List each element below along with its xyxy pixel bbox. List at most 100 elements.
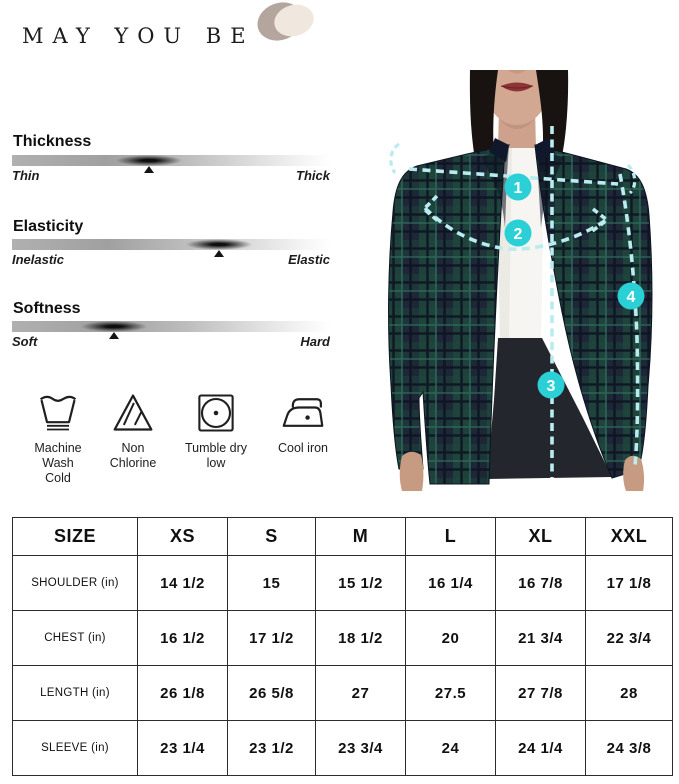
col-header-xs: XS	[137, 517, 228, 556]
size-cell: 15	[227, 555, 316, 611]
thickness-left-label: Thin	[12, 168, 40, 183]
care-item-non-chlorine: Non Chlorine	[98, 391, 168, 471]
sleeve-measure-line	[618, 173, 640, 467]
model-illustration	[388, 70, 653, 491]
table-row-sleeve: SLEEVE (in) 23 1/4 23 1/2 23 3/4 24 24 1…	[12, 720, 673, 776]
thickness-right-label: Thick	[296, 168, 330, 183]
softness-marker-icon	[108, 332, 119, 339]
size-cell: 18 1/2	[315, 610, 406, 666]
chest-chevron-left	[421, 194, 440, 223]
care-item-tumble-dry: Tumble dry low	[176, 391, 256, 471]
size-cell: 16 1/4	[405, 555, 496, 611]
softness-marker-blot	[67, 319, 160, 334]
table-row-length: LENGTH (in) 26 1/8 26 5/8 27 27.5 27 7/8…	[12, 665, 673, 721]
thickness-bar	[12, 153, 330, 177]
shoulder-arc-right	[626, 163, 637, 195]
gradient-strip	[12, 321, 330, 332]
elasticity-right-label: Elastic	[288, 252, 330, 267]
size-cell: 16 7/8	[495, 555, 586, 611]
model-pants	[487, 338, 612, 479]
model-photo: 1 2 3 4	[388, 70, 653, 491]
thickness-marker-blot	[102, 153, 195, 168]
collar	[489, 138, 555, 162]
care-item-cool-iron: Cool iron	[262, 391, 344, 456]
machine-wash-icon	[39, 395, 77, 431]
model-hand-right	[623, 455, 645, 491]
chest-chevron-right	[589, 207, 610, 234]
size-cell: 23 1/4	[137, 720, 228, 776]
care-item-machine-wash: Machine Wash Cold	[22, 391, 94, 485]
size-cell: 23 3/4	[315, 720, 406, 776]
row-label: CHEST (in)	[12, 610, 138, 666]
size-cell: 26 5/8	[227, 665, 316, 721]
softness-labels: Soft Hard	[12, 334, 330, 349]
size-cell: 14 1/2	[137, 555, 228, 611]
callout-3: 3	[537, 371, 565, 399]
svg-text:2: 2	[514, 226, 523, 243]
size-cell: 24 3/8	[585, 720, 673, 776]
care-label: Machine Wash Cold	[34, 441, 82, 485]
row-label: SLEEVE (in)	[12, 720, 138, 776]
size-cell: 27 7/8	[495, 665, 586, 721]
care-label: Tumble dry low	[184, 441, 248, 470]
callout-2: 2	[504, 219, 532, 247]
tumble-dry-icon	[198, 394, 234, 432]
row-label: LENGTH (in)	[12, 665, 138, 721]
col-header-l: L	[405, 517, 496, 556]
size-cell: 24 1/4	[495, 720, 586, 776]
size-cell: 28	[585, 665, 673, 721]
size-table: SIZE XS S M L XL XXL SHOULDER (in) 14 1/…	[12, 517, 673, 776]
table-row-chest: CHEST (in) 16 1/2 17 1/2 18 1/2 20 21 3/…	[12, 610, 673, 666]
model-hand-left	[399, 451, 424, 491]
model-face	[484, 70, 550, 125]
size-cell: 22 3/4	[585, 610, 673, 666]
col-header-s: S	[227, 517, 316, 556]
size-cell: 26 1/8	[137, 665, 228, 721]
thickness-title: Thickness	[13, 133, 92, 150]
size-cell: 24	[405, 720, 496, 776]
lapel-right	[535, 145, 563, 228]
row-label: SHOULDER (in)	[12, 555, 138, 611]
care-label: Non Chlorine	[109, 441, 157, 470]
svg-text:4: 4	[627, 289, 636, 306]
size-cell: 27	[315, 665, 406, 721]
elasticity-labels: Inelastic Elastic	[12, 252, 330, 267]
size-cell: 27.5	[405, 665, 496, 721]
size-cell: 16 1/2	[137, 610, 228, 666]
elasticity-title: Elasticity	[13, 218, 84, 235]
table-row-shoulder: SHOULDER (in) 14 1/2 15 15 1/2 16 1/4 16…	[12, 555, 673, 611]
softness-bar	[12, 319, 330, 343]
elasticity-marker-blot	[172, 237, 265, 252]
col-header-size: SIZE	[12, 517, 138, 556]
softness-title: Softness	[13, 300, 81, 317]
svg-text:1: 1	[514, 180, 523, 197]
svg-text:3: 3	[547, 378, 556, 395]
measurement-lines	[389, 126, 640, 478]
size-cell: 15 1/2	[315, 555, 406, 611]
model-lips	[501, 82, 533, 92]
shoulder-measure-line	[408, 167, 619, 186]
chest-measure-line	[423, 206, 608, 252]
softness-left-label: Soft	[12, 334, 38, 349]
care-label: Cool iron	[277, 441, 329, 455]
elasticity-left-label: Inelastic	[12, 252, 65, 267]
size-table-header-row: SIZE XS S M L XL XXL	[12, 517, 673, 556]
nose-shadow	[508, 70, 526, 74]
callout-1: 1	[504, 173, 532, 201]
lapel-left	[482, 145, 509, 228]
shoulder-arc-left	[389, 142, 401, 174]
callout-4: 4	[617, 282, 645, 310]
size-cell: 23 1/2	[227, 720, 316, 776]
non-chlorine-icon	[113, 394, 153, 431]
thickness-labels: Thin Thick	[12, 168, 330, 183]
jacket-right-panel	[534, 144, 653, 479]
elasticity-marker-icon	[213, 250, 224, 257]
brand-logo: MAY YOU BE	[22, 24, 255, 48]
size-cell: 17 1/8	[585, 555, 673, 611]
size-cell: 21 3/4	[495, 610, 586, 666]
softness-right-label: Hard	[300, 334, 330, 349]
size-cell: 20	[405, 610, 496, 666]
elasticity-bar	[12, 237, 330, 261]
gradient-strip	[12, 239, 330, 250]
